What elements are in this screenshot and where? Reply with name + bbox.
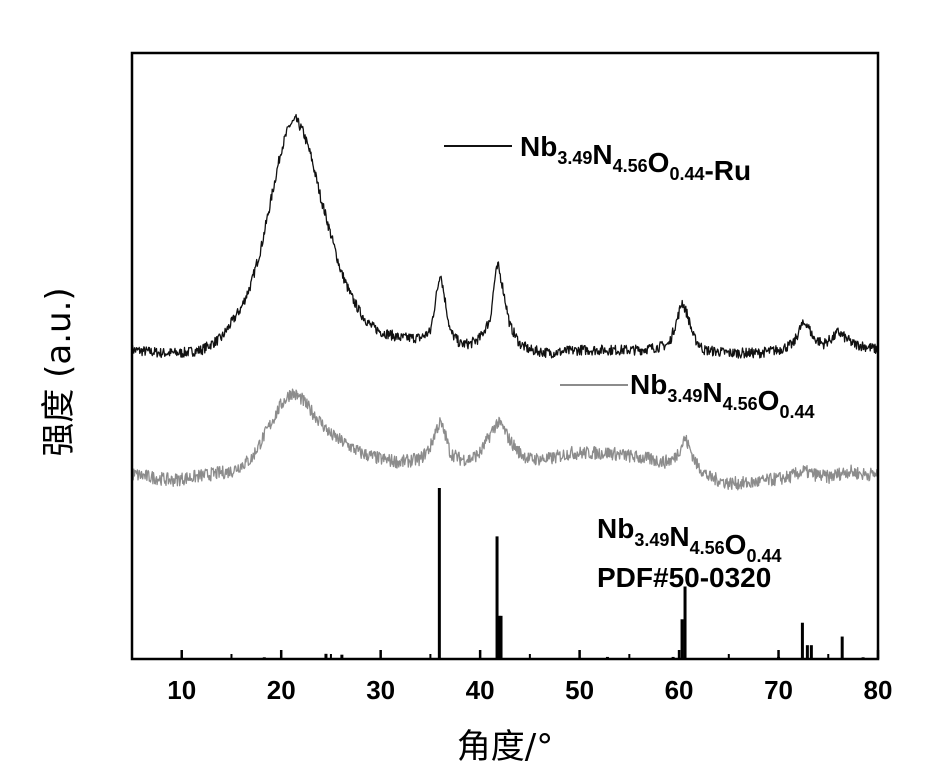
x-tick-label: 70 — [764, 675, 793, 705]
x-tick-label: 50 — [565, 675, 594, 705]
x-tick-label: 40 — [466, 675, 495, 705]
y-axis-title: 强度 (a.u.) — [39, 287, 79, 456]
reference-label: Nb3.49N4.56O0.44 — [597, 513, 781, 566]
plot-frame — [130, 51, 880, 661]
legend-label-series-2: Nb3.49N4.56O0.44 — [630, 369, 814, 422]
legend-labels: Nb3.49N4.56O0.44-Ru Nb3.49N4.56O0.44 Nb3.4… — [444, 131, 814, 593]
reference-card-label: PDF#50-0320 — [597, 562, 771, 593]
x-axis-title: 角度/° — [457, 727, 553, 767]
x-tick-label: 30 — [366, 675, 395, 705]
x-tick-label: 80 — [864, 675, 893, 705]
x-tick-label: 20 — [267, 675, 296, 705]
series-line-2 — [131, 388, 879, 491]
x-axis: 10 20 30 40 50 60 70 80 — [131, 650, 893, 705]
legend-label-series-1: Nb3.49N4.56O0.44-Ru — [520, 131, 751, 186]
x-tick-label: 60 — [665, 675, 694, 705]
x-tick-label: 10 — [167, 675, 196, 705]
series-line-1 — [131, 113, 879, 359]
